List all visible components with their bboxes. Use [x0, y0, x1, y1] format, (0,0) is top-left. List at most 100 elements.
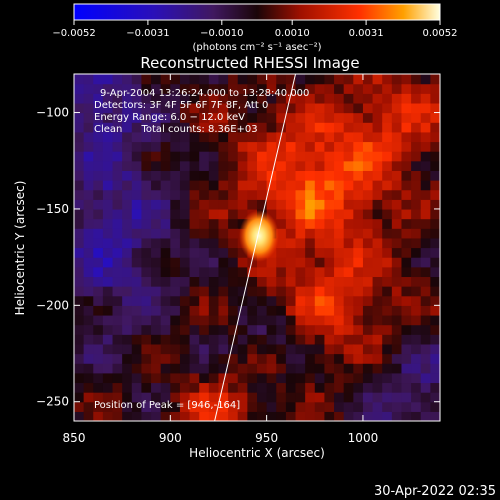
heatmap-cell — [247, 266, 258, 278]
heatmap-cell — [237, 286, 248, 297]
heatmap-cell — [131, 372, 143, 384]
annotation-clean-counts: Clean Total counts: 8.36E+03 — [94, 124, 258, 135]
heatmap-cell — [353, 93, 364, 104]
heatmap-cell — [189, 334, 200, 345]
heatmap-cell — [83, 122, 94, 133]
heatmap-cell — [208, 180, 220, 191]
heatmap-cell — [131, 257, 143, 268]
heatmap-cell — [170, 218, 181, 229]
heatmap-cell — [151, 276, 162, 287]
heatmap-cell — [295, 83, 306, 94]
heatmap-cell — [151, 372, 162, 384]
heatmap-cell — [170, 295, 181, 306]
heatmap-cell — [131, 189, 143, 200]
heatmap-cell — [276, 208, 287, 220]
heatmap-cell — [160, 237, 171, 249]
heatmap-cell — [74, 343, 85, 355]
heatmap-cell — [314, 237, 326, 249]
heatmap-cell — [83, 151, 94, 162]
heatmap-cell — [74, 218, 85, 229]
heatmap-cell — [93, 353, 104, 364]
heatmap-cell — [420, 189, 431, 200]
heatmap-cell — [276, 411, 287, 421]
heatmap-cell — [131, 314, 143, 326]
heatmap-cell — [362, 131, 374, 143]
heatmap-cell — [83, 276, 94, 287]
heatmap-cell — [382, 151, 393, 162]
heatmap-cell — [343, 218, 354, 229]
heatmap-cell — [83, 189, 94, 200]
heatmap-cell — [228, 102, 239, 114]
heatmap-cell — [160, 314, 171, 326]
heatmap-cell — [305, 151, 316, 162]
heatmap-cell — [411, 180, 422, 191]
heatmap-cell — [122, 93, 133, 104]
heatmap-cell — [170, 180, 181, 191]
heatmap-cell — [102, 160, 114, 171]
heatmap-cell — [199, 276, 210, 287]
heatmap-cell — [122, 189, 133, 200]
heatmap-cell — [131, 141, 143, 152]
heatmap-cell — [411, 189, 422, 200]
heatmap-cell — [266, 324, 277, 335]
heatmap-cell — [208, 160, 220, 171]
heatmap-cell — [122, 247, 133, 258]
heatmap-cell — [208, 83, 220, 94]
heatmap-cell — [372, 180, 383, 191]
heatmap-cell — [237, 334, 248, 345]
heatmap-cell — [314, 363, 326, 374]
heatmap-cell — [257, 286, 268, 297]
heatmap-cell — [343, 353, 354, 364]
heatmap-cell — [430, 83, 440, 94]
heatmap-cell — [382, 93, 393, 104]
heatmap-cell — [228, 93, 239, 104]
heatmap-cell — [208, 286, 220, 297]
heatmap-cell — [420, 170, 431, 181]
heatmap-cell — [334, 237, 345, 249]
heatmap-cell — [102, 74, 114, 85]
heatmap-cell — [420, 208, 431, 220]
heatmap-cell — [276, 237, 287, 249]
heatmap-cell — [170, 131, 181, 143]
heatmap-cell — [324, 93, 335, 104]
heatmap-cell — [218, 324, 229, 335]
heatmap-cell — [353, 363, 364, 374]
heatmap-cell — [420, 180, 431, 191]
heatmap-cell — [112, 247, 123, 258]
heatmap-cell — [170, 257, 181, 268]
heatmap-cell — [334, 189, 345, 200]
heatmap-cell — [266, 286, 277, 297]
heatmap-cell — [324, 401, 335, 412]
heatmap-cell — [237, 199, 248, 210]
heatmap-cell — [218, 305, 229, 316]
heatmap-cell — [102, 247, 114, 258]
heatmap-cell — [93, 199, 104, 210]
heatmap-cell — [362, 276, 374, 287]
heatmap-cell — [372, 372, 383, 384]
heatmap-cell — [372, 324, 383, 335]
heatmap-cell — [74, 141, 85, 152]
heatmap-cell — [314, 170, 326, 181]
heatmap-cell — [218, 112, 229, 123]
heatmap-cell — [314, 343, 326, 355]
heatmap-cell — [314, 208, 326, 220]
heatmap-cell — [382, 180, 393, 191]
heatmap-cell — [257, 151, 268, 162]
heatmap-cell — [170, 286, 181, 297]
heatmap-cell — [141, 401, 152, 412]
heatmap-cell — [276, 160, 287, 171]
heatmap-cell — [401, 372, 412, 384]
heatmap-cell — [324, 151, 335, 162]
heatmap-cell — [151, 199, 162, 210]
heatmap-cell — [189, 353, 200, 364]
heatmap-cell — [382, 334, 393, 345]
heatmap-cell — [362, 324, 374, 335]
heatmap-cell — [179, 122, 191, 133]
heatmap-cell — [401, 112, 412, 123]
heatmap-cell — [372, 141, 383, 152]
heatmap-cell — [151, 170, 162, 181]
heatmap-cell — [112, 83, 123, 94]
heatmap-cell — [324, 334, 335, 345]
heatmap-cell — [334, 324, 345, 335]
heatmap-cell — [430, 208, 440, 220]
